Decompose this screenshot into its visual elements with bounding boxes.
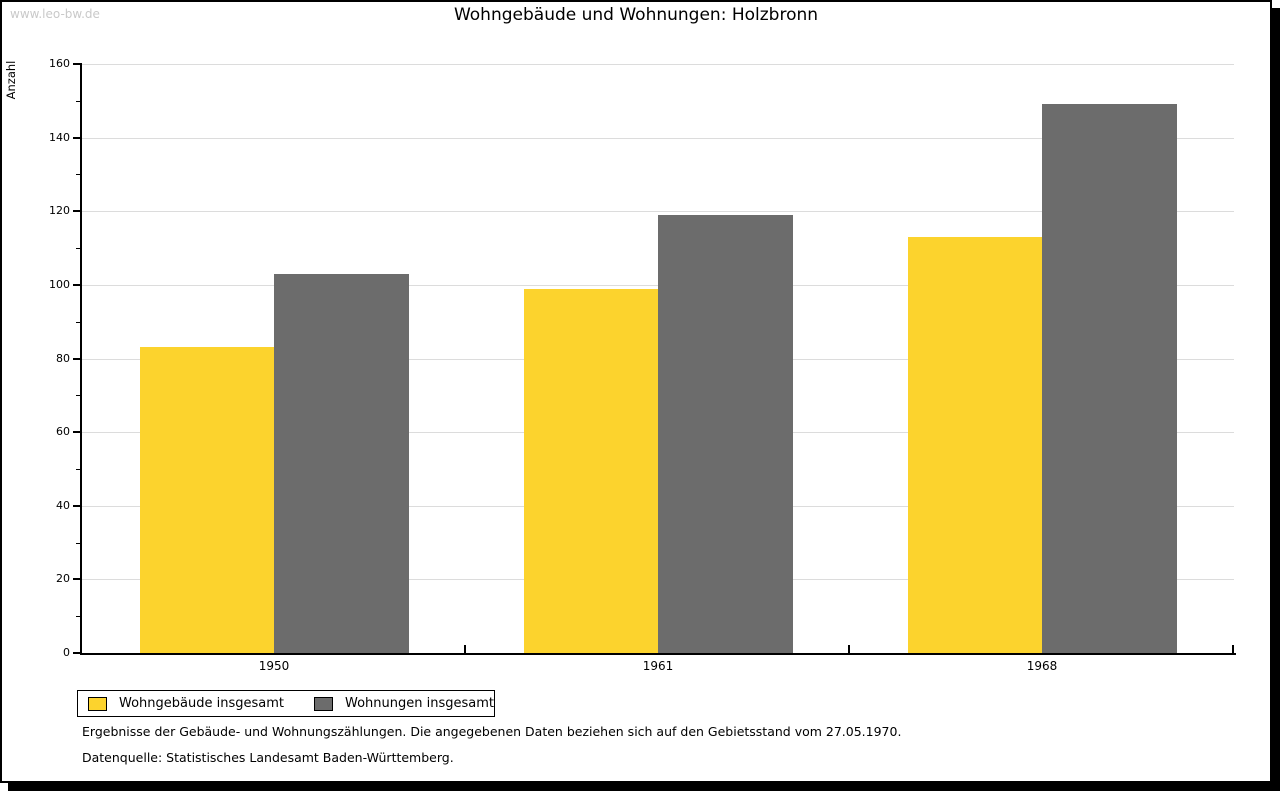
bar-series2-1968 bbox=[1042, 104, 1177, 653]
x-axis-tick bbox=[464, 645, 466, 654]
y-tick-label: 60 bbox=[56, 425, 70, 439]
y-tick-label: 0 bbox=[63, 646, 70, 659]
gridline bbox=[82, 138, 1234, 139]
legend-label: Wohngebäude insgesamt bbox=[119, 696, 284, 711]
gridline bbox=[82, 211, 1234, 212]
y-axis-major-tick bbox=[73, 357, 81, 360]
y-axis-major-tick bbox=[73, 63, 81, 65]
y-tick-label: 20 bbox=[56, 572, 70, 586]
plot-area bbox=[82, 64, 1234, 653]
y-axis-minor-tick bbox=[76, 542, 81, 544]
y-axis-label: Anzahl bbox=[4, 60, 18, 100]
y-tick-label: 40 bbox=[56, 498, 70, 512]
footnote-line-2: Datenquelle: Statistisches Landesamt Bad… bbox=[82, 750, 454, 765]
y-tick-label: 100 bbox=[49, 277, 70, 291]
y-axis-major-tick bbox=[73, 578, 81, 581]
footnote-line-1: Ergebnisse der Gebäude- und Wohnungszähl… bbox=[82, 724, 902, 739]
chart-title: Wohngebäude und Wohnungen: Holzbronn bbox=[453, 5, 819, 25]
y-tick-label: 120 bbox=[49, 204, 70, 218]
x-tick-label: 1961 bbox=[642, 659, 674, 673]
y-axis-major-tick bbox=[73, 652, 81, 654]
y-axis-minor-tick bbox=[76, 321, 81, 323]
legend-swatch bbox=[314, 696, 333, 711]
legend: Wohngebäude insgesamt Wohnungen insgesamt bbox=[77, 690, 495, 717]
x-tick-label: 1968 bbox=[1026, 659, 1058, 673]
legend-swatch bbox=[88, 696, 107, 711]
y-tick-label: 140 bbox=[49, 130, 70, 144]
y-axis-major-tick bbox=[73, 210, 81, 213]
y-axis-line bbox=[80, 63, 82, 654]
y-axis-minor-tick bbox=[76, 395, 81, 397]
x-axis-tick bbox=[848, 645, 850, 654]
y-tick-label: 80 bbox=[56, 351, 70, 365]
y-tick-label: 160 bbox=[49, 57, 70, 70]
bar-series1-1961 bbox=[523, 288, 658, 653]
y-axis-major-tick bbox=[73, 431, 81, 434]
y-axis-minor-tick bbox=[76, 616, 81, 618]
bar-series2-1961 bbox=[658, 214, 793, 653]
x-tick-label: 1950 bbox=[258, 659, 290, 673]
bar-series1-1950 bbox=[139, 347, 274, 653]
gridline bbox=[82, 64, 1234, 65]
bar-series2-1950 bbox=[274, 273, 409, 653]
y-axis-minor-tick bbox=[76, 174, 81, 176]
y-axis-major-tick bbox=[73, 136, 81, 139]
watermark: www.leo-bw.de bbox=[10, 7, 100, 21]
legend-item: Wohngebäude insgesamt bbox=[88, 696, 284, 711]
y-axis-minor-tick bbox=[76, 248, 81, 250]
y-axis-major-tick bbox=[73, 283, 81, 286]
legend-label: Wohnungen insgesamt bbox=[345, 696, 494, 711]
y-axis-minor-tick bbox=[76, 100, 81, 102]
x-axis-tick bbox=[1232, 645, 1234, 654]
legend-item: Wohnungen insgesamt bbox=[314, 696, 494, 711]
y-axis-major-tick bbox=[73, 504, 81, 507]
bar-series1-1968 bbox=[907, 237, 1042, 653]
x-axis-line bbox=[80, 653, 1236, 655]
y-axis-minor-tick bbox=[76, 468, 81, 470]
